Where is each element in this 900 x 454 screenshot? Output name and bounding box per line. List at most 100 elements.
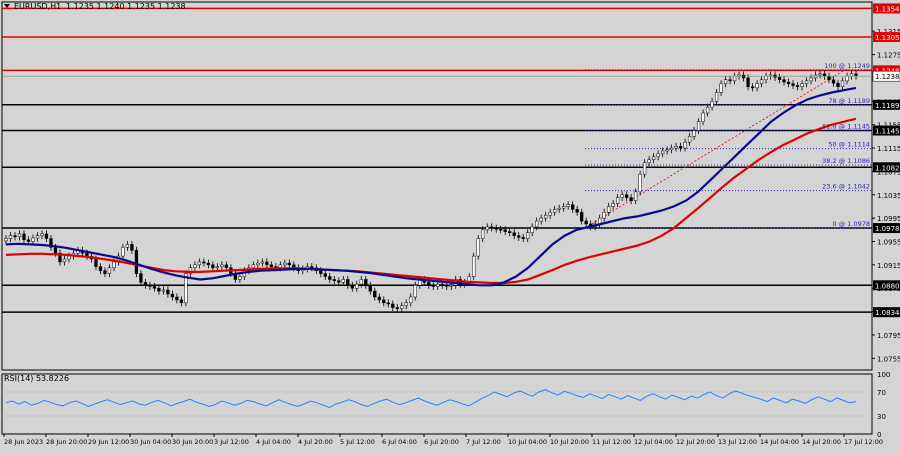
rsi-label: RSI(14) 53.8226 [4, 374, 69, 383]
candle-body [481, 229, 485, 239]
fib-level-label: 38.2 @ 1.1086 [822, 157, 870, 165]
candle-body [431, 285, 435, 287]
candle-body [251, 264, 256, 269]
time-tick-label: 28 Jun 2023 [4, 438, 43, 446]
candle-body [265, 261, 269, 266]
candle-body [499, 228, 503, 231]
candle-body [22, 233, 26, 240]
candle-body [710, 101, 714, 108]
candle-body [472, 255, 476, 277]
candle-body [400, 305, 404, 309]
candle-body [85, 252, 89, 257]
candle-body [696, 121, 701, 131]
time-tick-label: 30 Jun 04:00 [130, 438, 171, 446]
candle-body [759, 79, 764, 85]
candle-body [642, 162, 647, 175]
candle-body [611, 203, 615, 207]
candle-body [179, 299, 184, 304]
candle-body [566, 204, 570, 207]
rsi-level-label: 70 [877, 389, 886, 397]
symbol-label: EURUSD,H1 [14, 2, 61, 11]
candle-body [206, 262, 211, 266]
candle-body [723, 79, 728, 85]
candle-body [409, 296, 413, 304]
level-price-tag [873, 99, 900, 110]
candle-body [822, 73, 827, 77]
candle-body [359, 279, 363, 285]
candle-body [665, 149, 669, 152]
candle-body [184, 273, 188, 304]
dropdown-triangle-icon[interactable] [4, 4, 10, 8]
price-tick-label: 1.1035 [877, 192, 900, 200]
time-tick-label: 4 Jul 04:00 [256, 438, 291, 446]
candle-body [485, 226, 489, 231]
level-price-label: 1.0978 [875, 225, 900, 233]
candle-body [526, 232, 530, 239]
ma-fast-line [5, 86, 857, 287]
candle-body [256, 262, 260, 266]
candle-body [606, 206, 611, 213]
candle-body [373, 290, 377, 298]
rsi-panel: 100 70 30 0 [1, 371, 890, 439]
time-tick-label: 10 Jul 20:00 [550, 438, 589, 446]
candle-body [449, 285, 453, 287]
candle-body [674, 146, 678, 149]
candle-body [310, 266, 314, 269]
level-price-label: 1.1354 [875, 5, 900, 13]
candle-body [319, 270, 323, 274]
candle-body [112, 261, 116, 269]
candle-body [94, 258, 98, 267]
candle-body [624, 194, 629, 198]
candle-body [152, 286, 157, 289]
candle-body [777, 77, 782, 80]
level-price-tag [873, 32, 900, 43]
level-price-label: 1.1305 [875, 34, 900, 42]
candle-body [782, 79, 786, 83]
candle-body [224, 264, 229, 269]
chart-header: EURUSD,H1 1.1235 1.1240 1.1235 1.1238 [4, 2, 186, 11]
candle-body [746, 77, 750, 87]
candle-body [512, 232, 516, 236]
candle-body [17, 233, 22, 238]
candle-body [615, 197, 620, 204]
candle-body [732, 75, 737, 82]
time-tick-label: 12 Jul 04:00 [634, 438, 673, 446]
candle-body [660, 150, 665, 155]
candle-body [139, 273, 143, 283]
candle-body [121, 247, 125, 257]
time-tick-label: 10 Jul 04:00 [508, 438, 547, 446]
fib-level-label: 0 @ 1.0978 [832, 220, 870, 228]
candle-body [211, 264, 215, 269]
candle-body [764, 75, 768, 80]
candle-body [323, 273, 327, 277]
price-tick-label: 1.0955 [877, 238, 900, 246]
candle-body [125, 244, 130, 248]
time-tick-label: 6 Jul 20:00 [424, 438, 459, 446]
price-axis: 1.13151.12751.12351.11951.11551.11151.10… [872, 3, 900, 363]
candle-body [544, 214, 548, 219]
candle-body [175, 296, 179, 301]
candle-body [575, 209, 579, 213]
candle-body [800, 83, 804, 87]
candle-body [633, 191, 638, 201]
candle-body [836, 82, 840, 87]
rsi-level-label: 0 [877, 431, 881, 439]
candle-body [521, 237, 525, 239]
level-price-label: 1.0834 [875, 309, 900, 317]
candle-body [714, 92, 719, 102]
level-price-tag [873, 65, 900, 76]
candle-body [364, 279, 368, 286]
candle-body [328, 276, 332, 280]
time-tick-label: 11 Jul 12:00 [592, 438, 631, 446]
main-panel: 100 @ 1.1249 78 @ 1.1189 61.8 @ 1.1145 50 @… [1, 1, 873, 371]
candle-body [355, 283, 359, 289]
candle-body [220, 264, 224, 267]
rsi-level-label: 30 [877, 413, 886, 421]
level-price-label: 1.1189 [875, 102, 900, 110]
price-tick-label: 1.1275 [877, 52, 900, 60]
candle-body [750, 86, 755, 89]
candle-body [170, 293, 175, 298]
fib-level-label: 50 @ 1.1114 [828, 141, 870, 149]
candle-body [107, 267, 112, 274]
